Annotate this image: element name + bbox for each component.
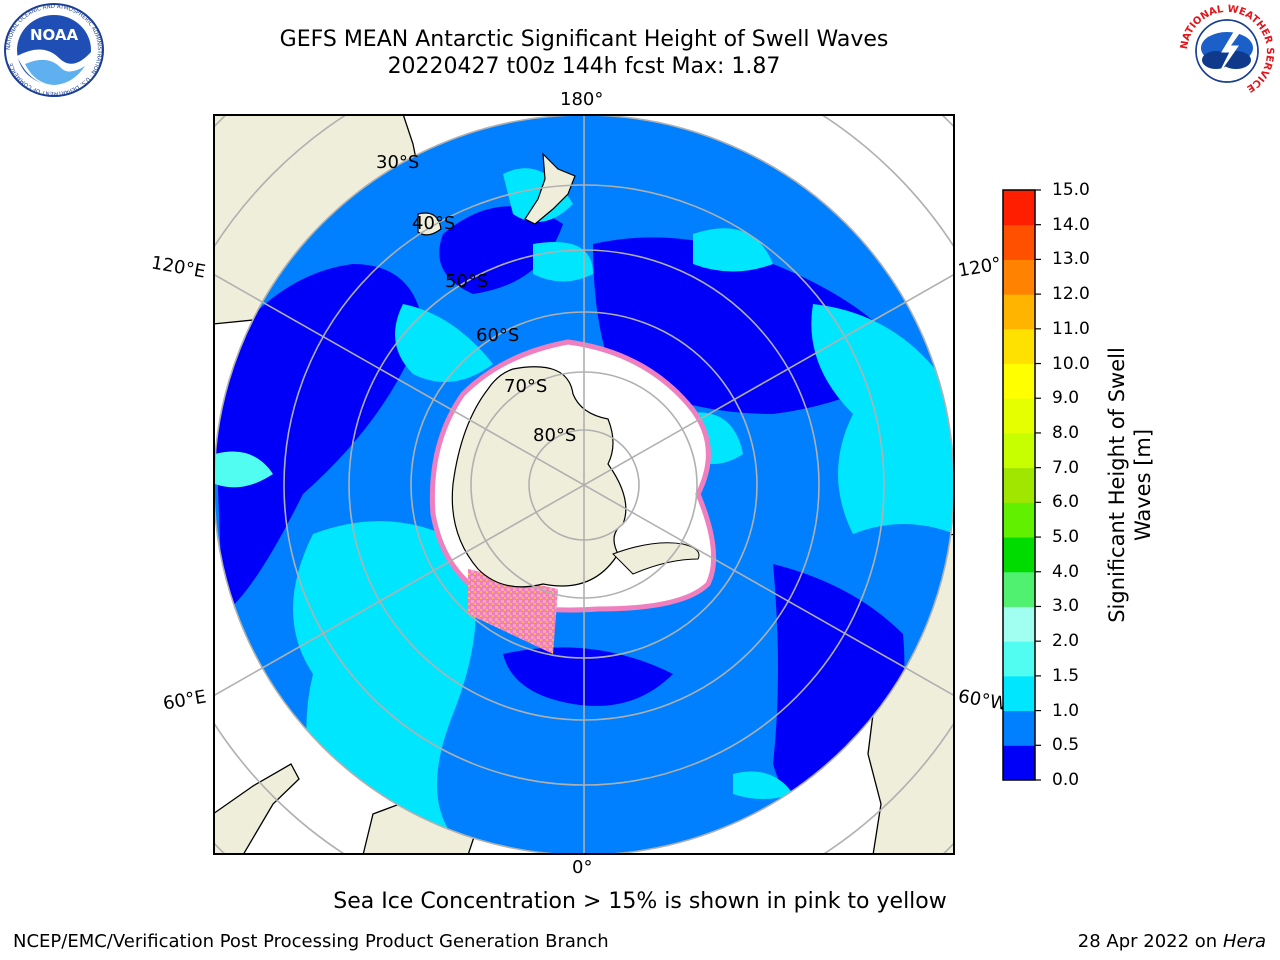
moderate-swell-region — [395, 304, 493, 382]
colorbar-tick-label: 8.0 — [1052, 422, 1080, 443]
footer-host: Hera — [1222, 931, 1266, 952]
colorbar-tick-label: 7.0 — [1052, 457, 1080, 478]
colorbar-tick-label: 9.0 — [1052, 388, 1080, 409]
colorbar-tick-label: 2.0 — [1052, 631, 1080, 652]
colorbar-tick-label: 12.0 — [1052, 284, 1090, 305]
colorbar-tick-label: 1.5 — [1052, 665, 1080, 686]
colorbar-title-line1: Significant Height of Swell — [1105, 347, 1129, 623]
colorbar-tick-label: 6.0 — [1052, 492, 1080, 513]
colorbar-segment — [1003, 190, 1035, 226]
lat-label-60s: 60°S — [476, 325, 520, 346]
colorbar-tick-label: 5.0 — [1052, 527, 1080, 548]
colorbar-segment — [1003, 571, 1035, 607]
colorbar-title: Significant Height of Swell Waves [m] — [1104, 347, 1156, 623]
lat-label-30s: 30°S — [376, 152, 420, 173]
colorbar-segment — [1003, 745, 1035, 781]
nws-logo: NATIONAL WEATHER SERVICE — [1179, 4, 1275, 98]
antarctic-peninsula-land — [612, 542, 700, 575]
lon-label-120w: 120° — [956, 253, 1003, 282]
colorbar-tick-label: 13.0 — [1052, 249, 1090, 270]
colorbar-segment — [1003, 259, 1035, 295]
colorbar-segment — [1003, 467, 1035, 503]
colorbar-segment — [1003, 502, 1035, 538]
colorbar-tick-label: 4.0 — [1052, 561, 1080, 582]
colorbar-tick-label: 0.0 — [1052, 770, 1080, 790]
colorbar-segment — [1003, 710, 1035, 746]
noaa-logo-text: NOAA — [30, 26, 79, 44]
lon-label-180: 180° — [560, 89, 604, 110]
low-swell-region — [503, 647, 673, 706]
colorbar-tick-label: 14.0 — [1052, 214, 1090, 235]
colorbar-segment — [1003, 432, 1035, 469]
colorbar-tick-marks — [1035, 189, 1041, 781]
moderate-swell-region — [733, 771, 793, 799]
new-zealand-land — [524, 152, 576, 225]
tasmania-land — [417, 212, 442, 236]
moderate-swell-region — [215, 451, 273, 488]
noaa-logo: NATIONAL OCEANIC AND ATMOSPHERIC ADMINIS… — [4, 3, 104, 97]
chart-subtitle: 20220427 t00z 144h fcst Max: 1.87 — [387, 54, 781, 79]
chart-title: GEFS MEAN Antarctic Significant Height o… — [279, 27, 889, 52]
lon-label-0: 0° — [572, 857, 593, 878]
colorbar-segment — [1003, 328, 1035, 365]
colorbar-segment — [1003, 641, 1035, 677]
antarctic-map — [213, 114, 955, 855]
map-frame — [213, 114, 955, 855]
colorbar — [1002, 189, 1041, 781]
colorbar-tick-label: 1.0 — [1052, 700, 1080, 721]
low-swell-region — [439, 206, 563, 294]
low-swell-region — [214, 264, 423, 614]
colorbar-title-line2: Waves [m] — [1131, 428, 1155, 542]
antarctica-land — [451, 366, 627, 588]
footer-date: 28 Apr 2022 on Hera — [1078, 931, 1266, 952]
moderate-swell-region — [811, 304, 954, 534]
lat-label-80s: 80°S — [533, 425, 577, 446]
colorbar-tick-label: 3.0 — [1052, 596, 1080, 617]
colorbar-segment — [1003, 606, 1035, 642]
colorbar-tick-label: 11.0 — [1052, 318, 1090, 339]
colorbar-segment — [1003, 294, 1035, 330]
colorbar-tick-label: 10.0 — [1052, 353, 1090, 374]
lat-label-70s: 70°S — [504, 376, 548, 397]
lon-label-60e: 60°E — [161, 686, 208, 715]
colorbar-tick-label: 0.5 — [1052, 735, 1080, 756]
colorbar-segment — [1003, 537, 1035, 573]
footer-credit: NCEP/EMC/Verification Post Processing Pr… — [13, 931, 609, 952]
colorbar-tick-label: 15.0 — [1052, 180, 1090, 200]
lat-label-40s: 40°S — [412, 213, 456, 234]
moderate-swell-region — [533, 242, 593, 282]
sea-ice-caption: Sea Ice Concentration > 15% is shown in … — [333, 889, 947, 914]
moderate-swell-region — [693, 228, 773, 272]
lon-label-120e: 120°E — [149, 252, 208, 283]
colorbar-segment — [1003, 675, 1035, 712]
colorbar-segment — [1003, 224, 1035, 260]
colorbar-segment — [1003, 363, 1035, 399]
colorbar-segment — [1003, 398, 1035, 434]
colorbar-segments — [1003, 190, 1035, 781]
lat-label-50s: 50°S — [445, 271, 489, 292]
footer-date-text: 28 Apr 2022 on — [1077, 931, 1223, 952]
